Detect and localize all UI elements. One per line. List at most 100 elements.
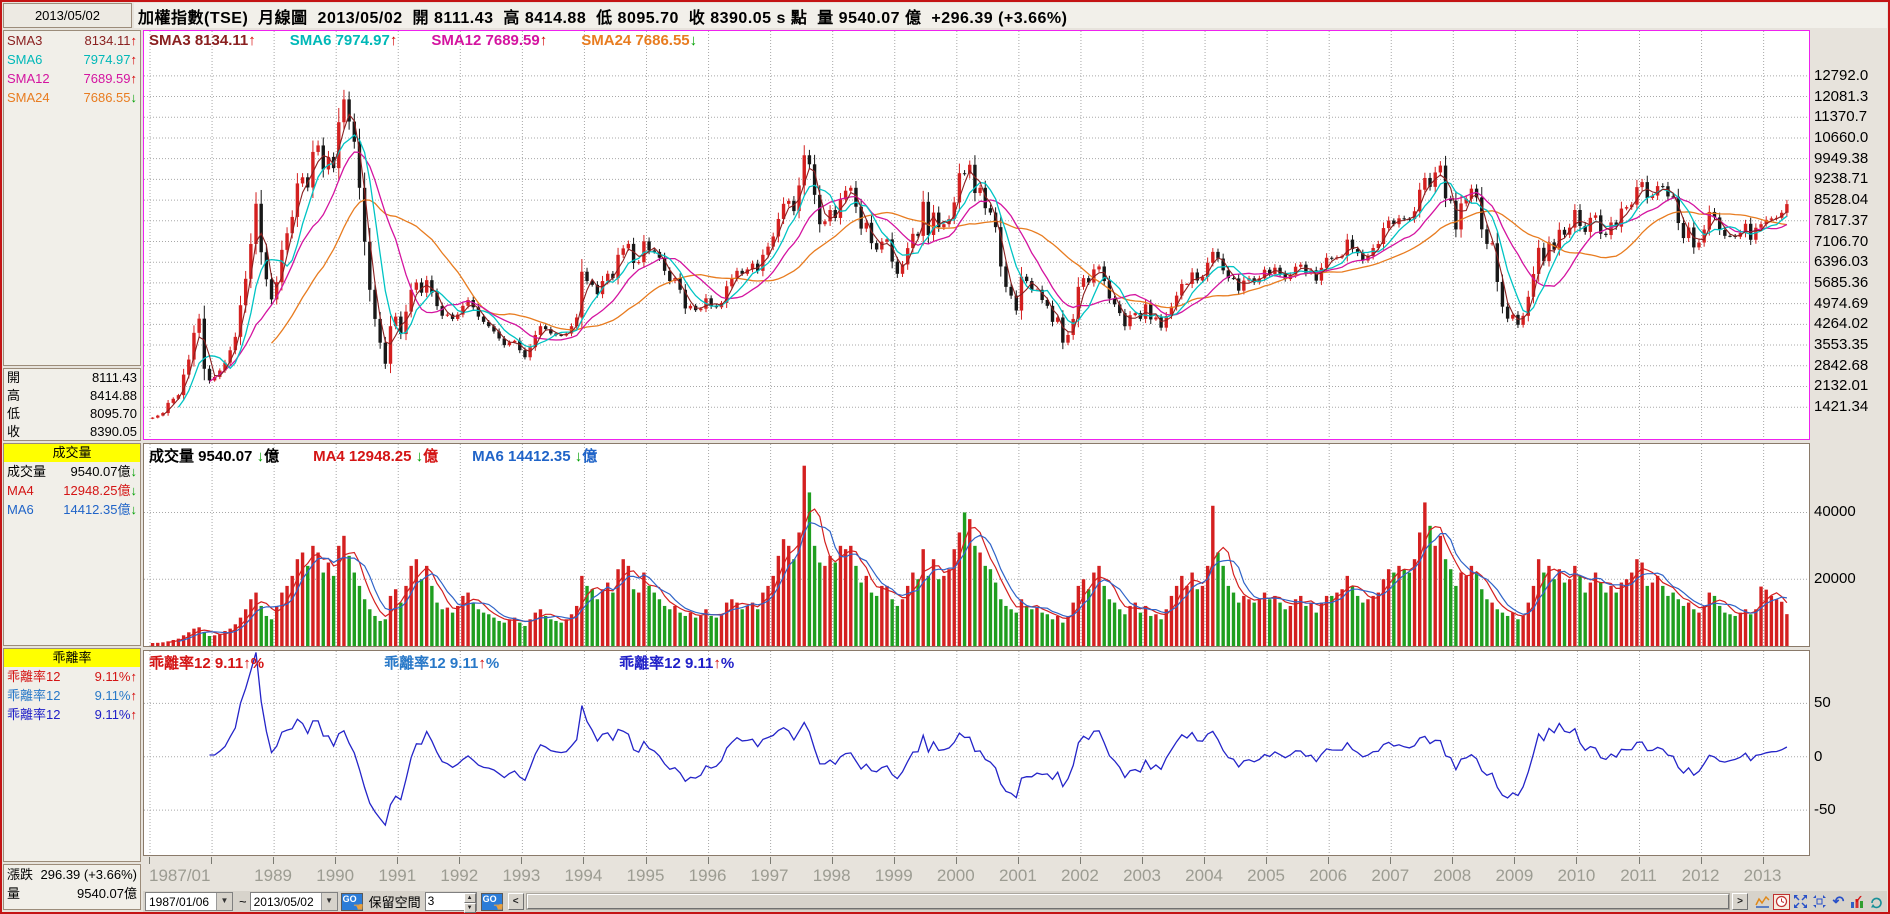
volume-bar bbox=[1480, 589, 1484, 646]
volume-bar bbox=[1221, 565, 1225, 646]
volume-bar bbox=[1345, 575, 1349, 646]
volume-bar bbox=[1024, 605, 1029, 646]
candle-body bbox=[1707, 211, 1712, 230]
volume-bar bbox=[1200, 585, 1205, 646]
volume-bar bbox=[1676, 599, 1680, 646]
volume-bar bbox=[1376, 592, 1381, 646]
volume-bar bbox=[952, 549, 956, 646]
date-box[interactable]: 2013/05/02 bbox=[3, 3, 132, 28]
clock-icon[interactable] bbox=[1773, 893, 1790, 910]
volume-bar bbox=[926, 575, 931, 646]
volume-bar bbox=[1102, 585, 1106, 646]
legend-sma24: SMA24 7686.55↓ bbox=[581, 32, 698, 49]
candle-body bbox=[931, 212, 936, 235]
bias-value-1: 9.11%↑ bbox=[94, 669, 137, 684]
candlestick-chart-svg[interactable] bbox=[144, 31, 1809, 439]
candle-body bbox=[388, 326, 393, 364]
volume-bar bbox=[357, 585, 362, 646]
loop-icon[interactable] bbox=[1868, 894, 1885, 910]
volume-bar bbox=[378, 620, 382, 646]
trend-icon[interactable] bbox=[1754, 894, 1771, 910]
price-axis-label: 4264.02 bbox=[1814, 315, 1869, 333]
legend-volume: 成交量 9540.07 ↓億 bbox=[149, 448, 280, 465]
volume-bar bbox=[1712, 595, 1717, 646]
volume-bar bbox=[1635, 559, 1639, 646]
volume-bar bbox=[983, 565, 987, 646]
spinner-buttons[interactable]: ▲ ▼ bbox=[463, 893, 476, 913]
candle-body bbox=[1526, 296, 1531, 316]
undo-icon[interactable]: ↶ bbox=[1832, 893, 1845, 909]
to-date-value: 2013/05/02 bbox=[253, 894, 314, 909]
volume-bar bbox=[1133, 602, 1137, 646]
candle-body bbox=[843, 190, 848, 200]
to-date-select[interactable]: 2013/05/02 ▼ bbox=[249, 892, 338, 911]
candle-body bbox=[730, 278, 734, 287]
chevron-down-icon[interactable]: ▼ bbox=[216, 893, 232, 910]
volume-bar bbox=[1268, 599, 1272, 646]
candle-body bbox=[1030, 281, 1034, 290]
volume-bar bbox=[1273, 595, 1277, 646]
candle-body bbox=[652, 250, 656, 252]
time-axis-label: 1995 bbox=[626, 866, 665, 885]
volume-bar bbox=[533, 612, 538, 646]
candle-body bbox=[580, 271, 584, 318]
scrollbar-thumb[interactable] bbox=[526, 894, 1729, 909]
candle-body bbox=[962, 173, 967, 175]
candle-body bbox=[1381, 228, 1386, 245]
go-button-2[interactable]: GO ☚ bbox=[480, 892, 504, 914]
keep-space-spinner[interactable]: 3 ▲ ▼ bbox=[424, 892, 477, 913]
candle-body bbox=[1097, 266, 1101, 270]
candle-body bbox=[1262, 269, 1267, 279]
volume-bar bbox=[492, 617, 496, 646]
volume-bar bbox=[518, 622, 522, 646]
candle-body bbox=[1717, 217, 1722, 231]
volume-bar bbox=[1505, 615, 1510, 646]
scroll-left-button[interactable]: < bbox=[507, 893, 524, 910]
volume-bar bbox=[331, 575, 336, 646]
time-axis-label: 2010 bbox=[1557, 866, 1596, 885]
go-button-1[interactable]: GO ☚ bbox=[340, 892, 364, 914]
scroll-right-button[interactable]: > bbox=[1732, 893, 1748, 910]
scrollbar-track[interactable] bbox=[525, 893, 1730, 910]
candle-body bbox=[735, 270, 739, 279]
chevron-down-icon[interactable]: ▼ bbox=[320, 893, 337, 910]
candle-body bbox=[409, 289, 413, 312]
candle-body bbox=[1593, 215, 1598, 218]
volume-bar bbox=[942, 575, 946, 646]
volume-bar bbox=[176, 638, 181, 646]
volume-bar bbox=[1169, 595, 1174, 646]
volume-bar bbox=[1536, 559, 1541, 646]
candle-body bbox=[1174, 295, 1179, 307]
candle-body bbox=[776, 218, 781, 237]
time-axis-tick bbox=[1204, 857, 1206, 864]
candle-body bbox=[1226, 270, 1231, 279]
spin-up-icon: ▲ bbox=[463, 893, 476, 903]
volume-bar bbox=[750, 602, 755, 646]
time-axis-label: 1992 bbox=[440, 866, 479, 885]
price-axis-label: 9238.71 bbox=[1814, 170, 1869, 188]
volume-bar bbox=[383, 619, 388, 646]
expand-icon[interactable] bbox=[1792, 894, 1809, 910]
candle-body bbox=[1330, 257, 1334, 259]
sma6-row: SMA6 7974.97↑ bbox=[4, 50, 140, 69]
candle-body bbox=[1236, 278, 1241, 291]
volume-pane[interactable]: 成交量 9540.07 ↓億 MA4 12948.25 ↓億 MA6 14412… bbox=[143, 443, 1810, 647]
volume-bar bbox=[611, 592, 615, 646]
bias-chart-svg[interactable] bbox=[144, 651, 1809, 855]
candle-body bbox=[1764, 219, 1768, 225]
volume-chart-svg[interactable] bbox=[144, 444, 1809, 646]
total-volume-row: 量 9540.07億 bbox=[7, 886, 137, 901]
candle-body bbox=[900, 264, 905, 274]
volume-bar bbox=[874, 595, 879, 646]
volume-bar bbox=[1459, 572, 1463, 646]
shrink-icon[interactable] bbox=[1811, 894, 1828, 910]
time-axis-tick bbox=[149, 857, 150, 864]
candle-body bbox=[538, 326, 543, 335]
main-chart-pane[interactable]: SMA3 8134.11↑ SMA6 7974.97↑ SMA12 7689.5… bbox=[143, 30, 1810, 440]
chart-check-icon[interactable]: ✓ bbox=[1849, 894, 1866, 910]
time-axis-label: 2013 bbox=[1743, 866, 1782, 885]
from-date-select[interactable]: 1987/01/06 ▼ bbox=[145, 892, 233, 911]
series-line bbox=[177, 134, 1788, 408]
time-axis-label: 1997 bbox=[750, 866, 789, 885]
bias-pane[interactable]: 乖離率12 9.11↑% 乖離率12 9.11↑% 乖離率12 9.11↑% bbox=[143, 650, 1810, 856]
